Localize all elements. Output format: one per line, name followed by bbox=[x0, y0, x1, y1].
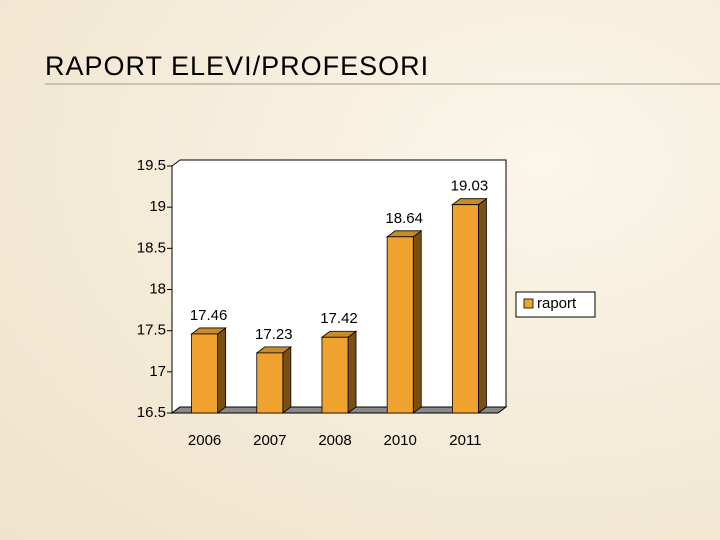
bar-side bbox=[217, 327, 227, 414]
bar bbox=[256, 352, 284, 414]
data-label: 19.03 bbox=[451, 178, 489, 195]
legend-swatch bbox=[523, 298, 534, 309]
y-tick-label: 19.5 bbox=[137, 157, 166, 174]
data-label: 18.64 bbox=[385, 210, 423, 227]
bar-side bbox=[282, 346, 292, 414]
x-tick-label: 2006 bbox=[188, 432, 221, 449]
chart-title: RAPORT ELEVI/PROFESORI bbox=[45, 51, 429, 81]
x-tick-label: 2011 bbox=[449, 432, 481, 449]
bar bbox=[386, 236, 414, 414]
x-tick-label: 2007 bbox=[253, 432, 286, 449]
bar-side bbox=[347, 330, 357, 414]
data-label: 17.42 bbox=[320, 310, 358, 327]
data-label: 17.23 bbox=[255, 326, 293, 343]
x-tick-label: 2008 bbox=[318, 432, 351, 449]
y-tick-label: 17 bbox=[149, 363, 166, 380]
bar bbox=[451, 204, 479, 414]
y-tick-label: 17.5 bbox=[137, 322, 166, 339]
bar-side bbox=[478, 197, 487, 414]
bar-side bbox=[412, 230, 422, 414]
x-tick-label: 2010 bbox=[384, 432, 417, 449]
y-tick-label: 19 bbox=[149, 198, 166, 215]
legend-label: raport bbox=[537, 295, 577, 312]
data-label: 17.46 bbox=[190, 307, 228, 324]
bar bbox=[321, 336, 349, 414]
y-tick-label: 18 bbox=[149, 280, 166, 297]
bar bbox=[191, 333, 219, 414]
y-tick-label: 16.5 bbox=[137, 404, 166, 421]
y-tick-label: 18.5 bbox=[137, 239, 166, 256]
